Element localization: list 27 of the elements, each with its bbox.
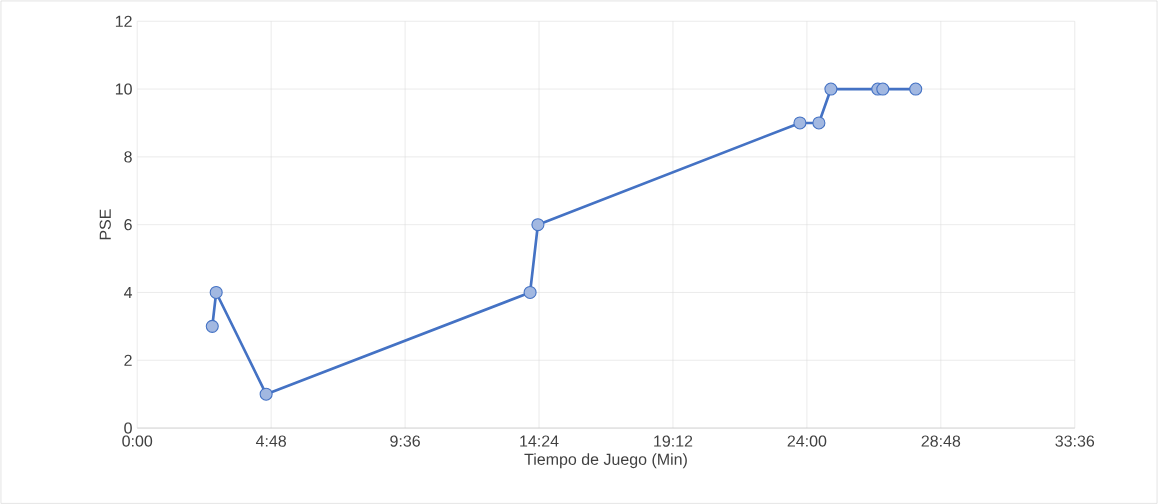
x-tick-label: 28:48 — [921, 435, 961, 447]
x-tick-label: 24:00 — [787, 435, 827, 447]
y-tick-label: 6 — [124, 218, 132, 231]
x-tick-label: 4:48 — [255, 435, 287, 447]
point — [259, 387, 273, 401]
point — [205, 319, 219, 333]
x-tick-label: 33:36 — [1055, 435, 1095, 447]
point — [793, 116, 807, 130]
y-tick-label: 10 — [115, 83, 132, 95]
y-axis-title: PSE — [99, 209, 111, 240]
x-tick-label: 19:12 — [654, 435, 693, 447]
point — [812, 116, 826, 130]
point — [909, 82, 923, 96]
x-tick-label: 14:24 — [520, 435, 559, 447]
y-tick-label: 2 — [124, 354, 132, 366]
y-tick-label: 12 — [115, 15, 132, 27]
point — [876, 82, 890, 96]
y-tick-label: 4 — [123, 286, 133, 298]
point — [523, 285, 537, 299]
x-tick-label: 0:00 — [122, 435, 153, 447]
point — [531, 217, 545, 232]
y-tick-label: 0 — [124, 422, 132, 434]
x-axis-title: Tiempo de Juego (Min) — [524, 453, 687, 469]
y-tick-label: 8 — [124, 151, 132, 163]
point — [209, 285, 223, 299]
x-tick-label: 9:36 — [390, 435, 420, 447]
point — [824, 82, 838, 96]
